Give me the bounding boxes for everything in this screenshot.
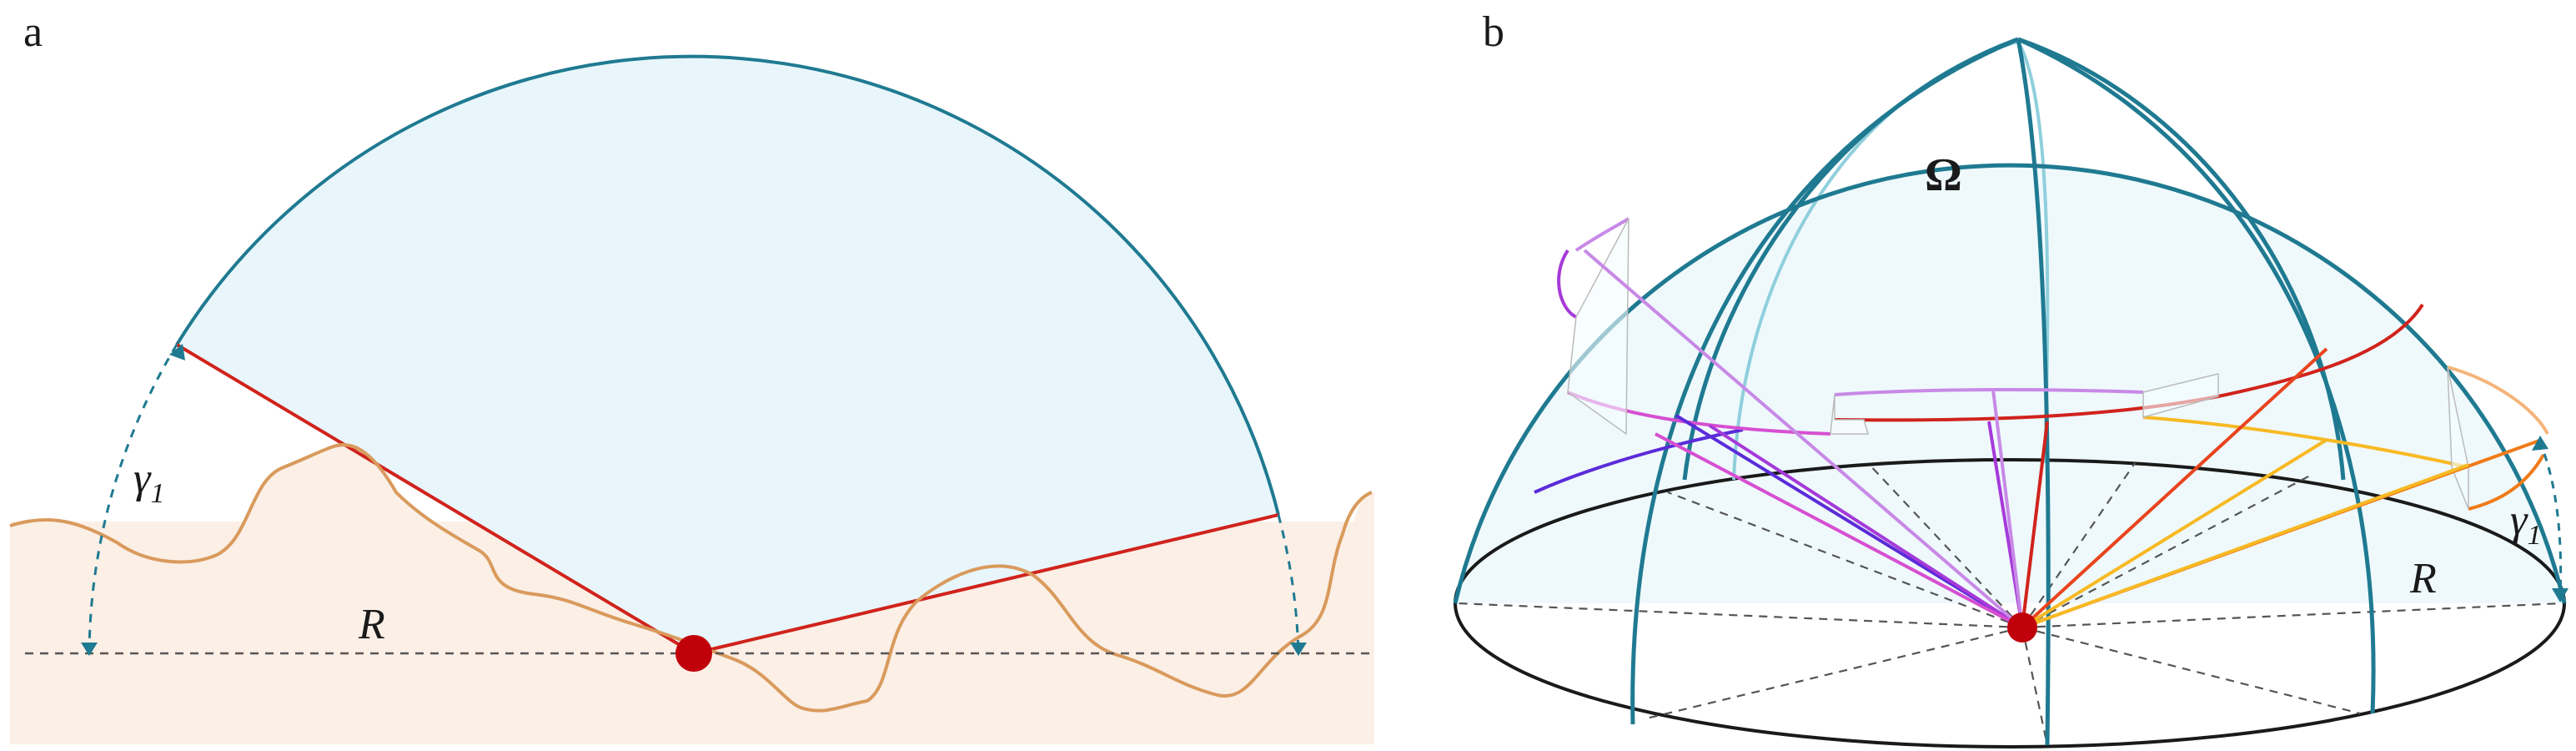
- terrain-relief-fill: [10, 445, 1374, 744]
- gamma-arc-dashed: [2538, 440, 2563, 595]
- horizon-segment-orange: [2468, 454, 2545, 511]
- sky-view-sector: [177, 56, 1278, 654]
- terrain-profile: [9, 443, 1373, 713]
- dome-dashed-right: [1277, 514, 1300, 654]
- arrow-right-bottom: [1290, 643, 1307, 656]
- dome-dashed-left: [88, 344, 178, 654]
- ray-red-1: [2021, 421, 2049, 628]
- ray-magenta: [1655, 432, 2023, 629]
- hemisphere-outline: [1453, 163, 2567, 604]
- gamma-label: γ1: [133, 455, 165, 509]
- ray-orange-2: [2021, 463, 2469, 629]
- dome-arc: [175, 54, 1280, 516]
- omega-label: Ω: [1925, 149, 1962, 201]
- observer-point-b: [2007, 612, 2037, 643]
- meridian-center: [2016, 38, 2051, 746]
- panel-a-label: a: [23, 8, 43, 56]
- horizon-segment-yellow: [2142, 416, 2469, 469]
- gamma-arrow-bottom: [2552, 588, 2568, 602]
- ray-lilac: [1583, 249, 2024, 629]
- ray-yellow: [2021, 438, 2328, 629]
- gamma-label-b: γ1: [2510, 496, 2542, 551]
- panel-b-label: b: [1483, 8, 1504, 56]
- arrow-left-bottom: [81, 643, 98, 656]
- horizon-line-right: [693, 513, 1279, 655]
- radial-spokes: [1457, 462, 2563, 746]
- horizon-segment-purple-upper: [1557, 249, 1578, 319]
- horizon-segment-lilac: [1834, 387, 2144, 396]
- panel-b: b: [1453, 8, 2568, 748]
- hemisphere-fill: [1455, 165, 2564, 604]
- observer-point: [675, 635, 712, 672]
- horizon-walls: [1567, 218, 2469, 510]
- radius-label-b: R: [2409, 555, 2437, 602]
- ray-red-2: [2021, 347, 2328, 629]
- gamma-arrow-top: [2532, 436, 2548, 451]
- ray-purple-3: [1991, 389, 2024, 628]
- view-rays: [1583, 249, 2540, 629]
- meridian-right-outer: [2016, 37, 2376, 714]
- horizon-line-left: [175, 343, 695, 655]
- horizon-segment-peach: [2447, 365, 2549, 435]
- radius-label: R: [358, 601, 385, 648]
- panel-a: a γ1 R: [9, 8, 1374, 744]
- arrow-left-top: [169, 344, 185, 360]
- ray-purple-1: [1708, 424, 2024, 629]
- horizon-segment-purple-top: [1574, 217, 1630, 252]
